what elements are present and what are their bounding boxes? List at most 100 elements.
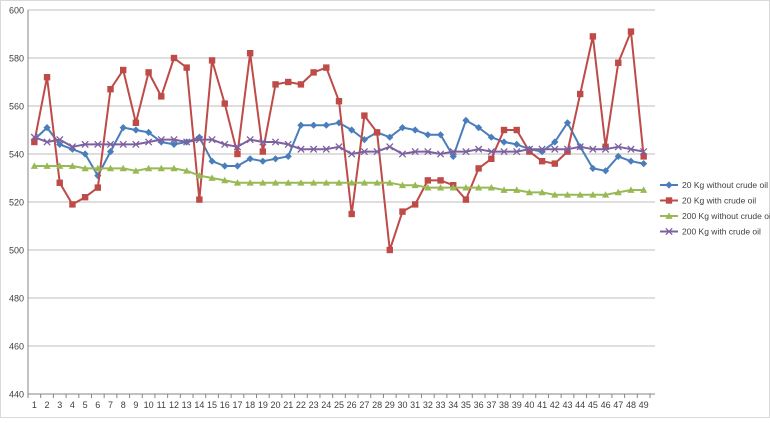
legend-swatch-marker <box>665 197 673 204</box>
data-point <box>208 174 216 181</box>
x-tick-label: 30 <box>397 400 407 410</box>
data-point <box>614 188 622 196</box>
data-point <box>309 145 318 153</box>
x-tick-label: 19 <box>258 400 268 410</box>
data-point <box>348 179 356 186</box>
y-tick-label: 580 <box>9 54 24 64</box>
x-tick-label: 16 <box>220 400 230 410</box>
data-point <box>233 179 242 186</box>
data-point <box>437 177 444 184</box>
x-tick-label: 39 <box>512 400 522 410</box>
data-point <box>119 140 127 149</box>
data-point <box>94 164 102 172</box>
data-point <box>170 54 178 62</box>
data-point <box>196 196 203 203</box>
data-point <box>119 164 127 172</box>
data-point <box>500 147 508 156</box>
data-point <box>234 150 241 158</box>
data-point <box>627 145 635 153</box>
x-tick-label: 8 <box>121 400 126 410</box>
data-point <box>259 148 267 155</box>
data-point <box>348 210 355 218</box>
data-point <box>284 179 292 186</box>
data-point <box>487 184 495 191</box>
data-point <box>487 147 495 156</box>
data-point <box>94 184 102 191</box>
data-point <box>475 184 483 191</box>
series-2 <box>31 28 647 254</box>
data-point <box>411 147 419 156</box>
data-point <box>43 124 51 132</box>
data-point <box>386 133 394 141</box>
data-point <box>601 167 610 175</box>
data-point <box>601 145 610 153</box>
data-point <box>106 164 115 172</box>
data-point <box>640 186 648 193</box>
x-tick-label: 40 <box>524 400 534 410</box>
x-tick-label: 17 <box>232 400 242 410</box>
data-point <box>398 150 407 158</box>
data-point <box>500 126 508 134</box>
data-point <box>322 179 330 186</box>
x-tick-label: 10 <box>144 400 154 410</box>
data-point <box>335 179 343 186</box>
data-point <box>602 143 609 150</box>
data-point <box>615 59 622 66</box>
legend-label: 20 Kg with crude oil <box>682 196 756 206</box>
legend-item: 20 Kg without crude oil <box>660 180 768 190</box>
data-point <box>551 145 559 153</box>
data-point <box>551 191 559 198</box>
data-point <box>411 126 419 134</box>
data-point <box>132 140 140 149</box>
data-point <box>538 158 546 165</box>
x-tick-label: 5 <box>83 400 88 410</box>
data-point <box>462 184 470 191</box>
data-point <box>68 143 77 151</box>
data-point <box>68 162 77 169</box>
data-point <box>56 162 64 169</box>
y-tick-label: 500 <box>9 246 24 256</box>
data-point <box>424 184 432 191</box>
x-tick-label: 7 <box>108 400 113 410</box>
data-point <box>310 179 318 186</box>
data-point <box>589 33 597 40</box>
data-point <box>564 148 571 155</box>
x-tick-label: 28 <box>372 400 382 410</box>
x-tick-label: 34 <box>448 400 458 410</box>
x-tick-label: 22 <box>296 400 306 410</box>
data-point <box>157 135 165 144</box>
data-point <box>183 167 191 174</box>
x-tick-label: 43 <box>562 400 572 410</box>
data-point <box>69 201 76 208</box>
x-tick-label: 18 <box>245 400 255 410</box>
data-point <box>157 164 165 172</box>
x-tick-label: 11 <box>157 400 166 410</box>
data-point <box>335 143 343 151</box>
y-tick-label: 560 <box>9 102 24 112</box>
legend-label: 200 Kg with crude oil <box>682 227 761 237</box>
data-point <box>525 188 534 196</box>
data-point <box>170 140 178 148</box>
data-point <box>640 160 648 168</box>
data-point <box>589 191 597 198</box>
data-point <box>120 66 127 74</box>
data-point <box>639 147 648 156</box>
data-point <box>43 138 51 146</box>
data-point <box>576 191 584 198</box>
data-point <box>107 86 114 93</box>
data-point <box>208 135 216 144</box>
data-point <box>601 191 610 198</box>
series-1 <box>30 116 648 180</box>
data-point <box>640 153 647 160</box>
x-tick-label: 15 <box>207 400 217 410</box>
x-tick-label: 48 <box>626 400 636 410</box>
data-point <box>322 121 330 129</box>
x-tick-label: 26 <box>347 400 357 410</box>
data-point <box>335 98 343 105</box>
data-point <box>563 145 572 153</box>
data-point <box>30 133 39 141</box>
data-point <box>627 186 635 193</box>
data-point <box>323 64 330 71</box>
data-point <box>94 140 102 149</box>
